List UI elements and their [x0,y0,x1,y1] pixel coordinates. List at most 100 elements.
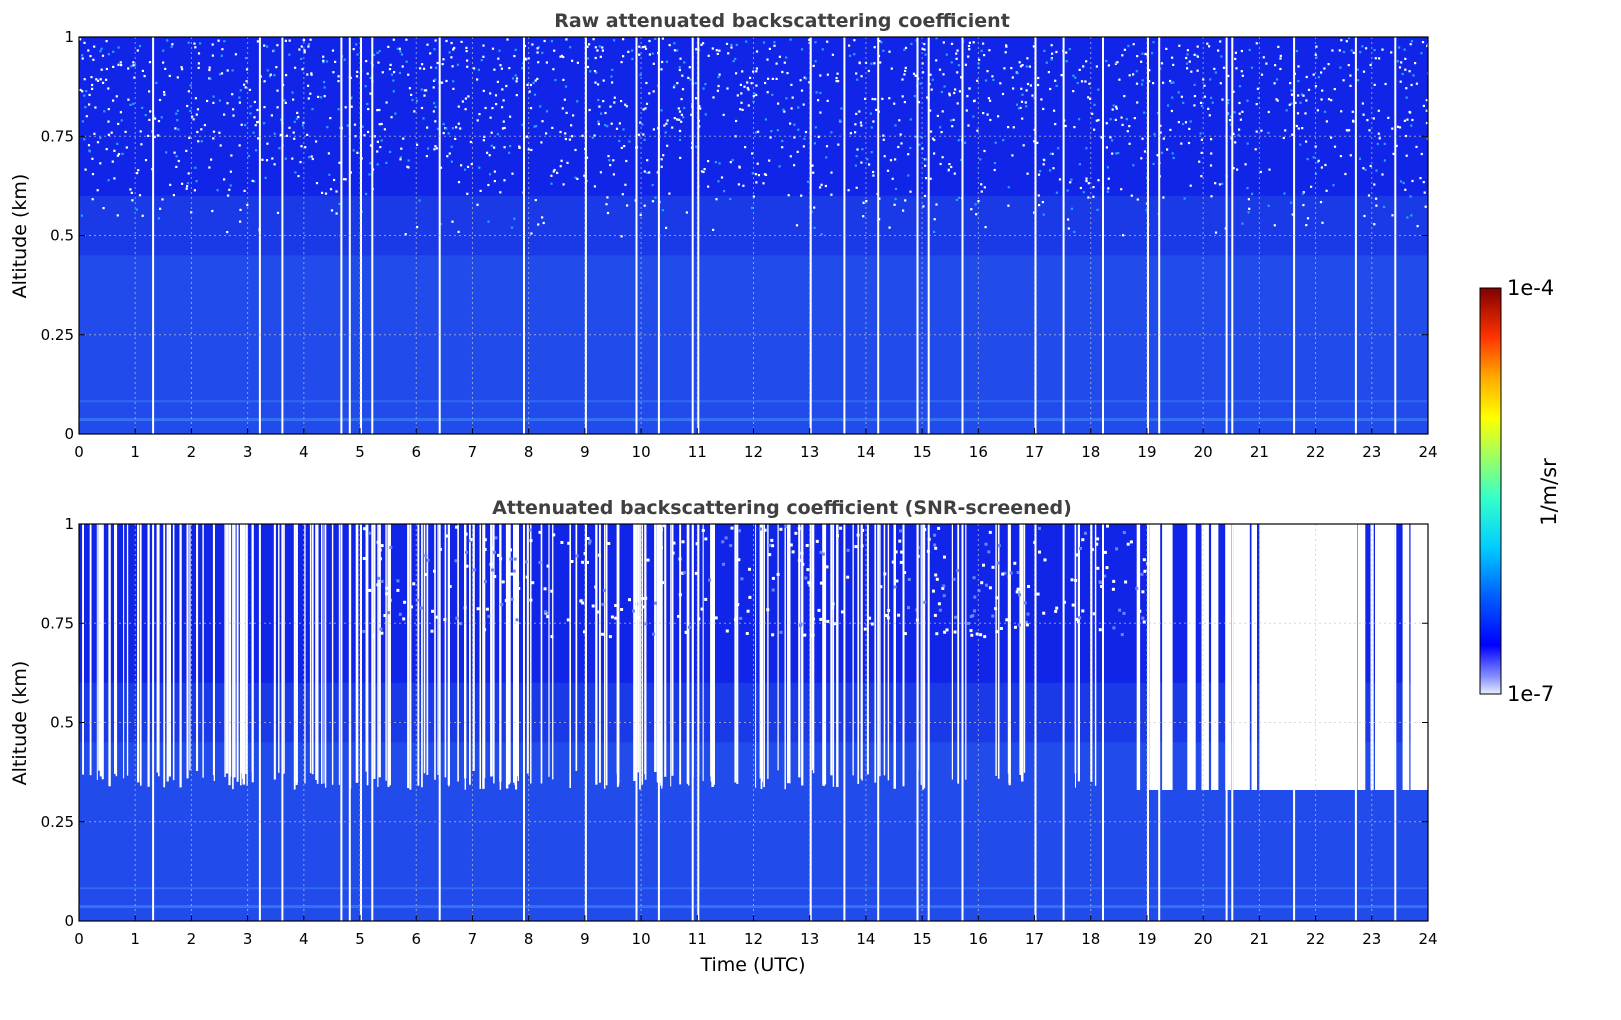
heatmap-cell [369,162,372,165]
heatmap-cell [1032,45,1035,48]
heatmap-cell [1126,542,1130,546]
heatmap-cell [569,46,572,49]
screened-gap [158,524,160,777]
heatmap-cell [93,45,96,48]
heatmap-cell [964,63,967,66]
heatmap-cell [923,48,926,51]
heatmap-cell [187,90,190,93]
heatmap-cell [804,131,808,134]
heatmap-cell [1177,121,1180,124]
heatmap-cell [1053,109,1056,112]
data-gap-column [340,524,343,921]
heatmap-cell [1025,620,1028,624]
heatmap-cell [1024,101,1027,104]
data-gap-column [1102,524,1104,921]
heatmap-cell [186,104,189,108]
heatmap-cell [119,111,122,114]
heatmap-cell [296,111,299,114]
heatmap-cell [402,137,405,140]
heatmap-cell [1007,575,1011,579]
heatmap-cell [1140,83,1144,86]
heatmap-cell [1257,96,1260,99]
heatmap-cell [424,573,428,576]
heatmap-cell [753,92,756,95]
screened-gap [661,524,663,789]
heatmap-cell [734,616,738,620]
y-tick-label: 0.5 [50,714,74,732]
heatmap-cell [960,76,963,79]
heatmap-cell [524,57,527,60]
heatmap-cell [1081,538,1085,542]
heatmap-cell [376,150,379,153]
heatmap-cell [1077,620,1080,624]
heatmap-cell [811,633,815,637]
x-tick-label: 4 [299,930,309,948]
heatmap-cell [716,89,719,92]
heatmap-cell [491,568,494,572]
heatmap-cell [600,112,603,115]
heatmap-cell [933,543,937,547]
heatmap-cell [1105,146,1108,149]
heatmap-cell [285,134,288,137]
heatmap-cell [1383,159,1386,162]
heatmap-cell [1096,208,1099,211]
heatmap-cell [1342,79,1345,82]
heatmap-cell [1036,592,1040,596]
heatmap-cell [1383,205,1386,208]
heatmap-cell [1241,222,1244,225]
heatmap-cell [501,88,504,91]
heatmap-cell [521,123,524,126]
heatmap-cell [1038,526,1041,530]
heatmap-cell [107,179,110,182]
heatmap-cell [1122,531,1126,534]
heatmap-cell [836,534,839,538]
heatmap-cell [641,123,644,126]
heatmap-cell [209,77,212,81]
heatmap-cell [1095,542,1099,546]
heatmap-cell [849,54,852,57]
screened-gap [920,524,922,785]
x-tick-label: 20 [1194,930,1213,948]
heatmap-cell [562,78,565,81]
heatmap-cell [1396,125,1400,128]
heatmap-cell [1071,603,1075,607]
x-tick-label: 9 [580,930,590,948]
heatmap-cell [402,617,406,621]
heatmap-cell [1200,151,1203,154]
heatmap-cell [464,97,467,100]
heatmap-cell [888,97,891,100]
heatmap-cell [882,134,885,137]
screened-gap [232,524,234,790]
heatmap-cell [1148,80,1151,83]
heatmap-cell [1283,192,1286,195]
heatmap-cell [515,94,518,97]
heatmap-cell [1152,82,1155,85]
screened-gap [189,524,191,771]
y-tick-label: 0.75 [41,614,74,632]
heatmap-cell [853,53,856,56]
heatmap-cell [1229,115,1233,118]
heatmap-cell [541,216,544,219]
data-gap-column [1062,524,1065,921]
heatmap-cell [300,57,303,60]
heatmap-cell [288,126,291,129]
heatmap-cell [1290,93,1294,96]
screened-gap [659,524,661,783]
heatmap-cell [1259,170,1262,174]
heatmap-cell [400,147,403,150]
heatmap-cell [1302,204,1305,207]
data-gap-column [1231,37,1234,434]
heatmap-cell [588,43,591,46]
screened-gap [1162,524,1170,790]
heatmap-cell [754,131,758,134]
heatmap-cell [646,159,649,162]
heatmap-cell [773,44,776,47]
heatmap-cell [378,548,382,552]
screened-gap [1235,524,1243,790]
heatmap-cell [361,125,364,128]
heatmap-cell [860,161,863,164]
heatmap-cell [194,97,197,100]
heatmap-cell [1085,179,1088,183]
heatmap-cell [307,43,311,46]
heatmap-cell [1072,74,1075,77]
